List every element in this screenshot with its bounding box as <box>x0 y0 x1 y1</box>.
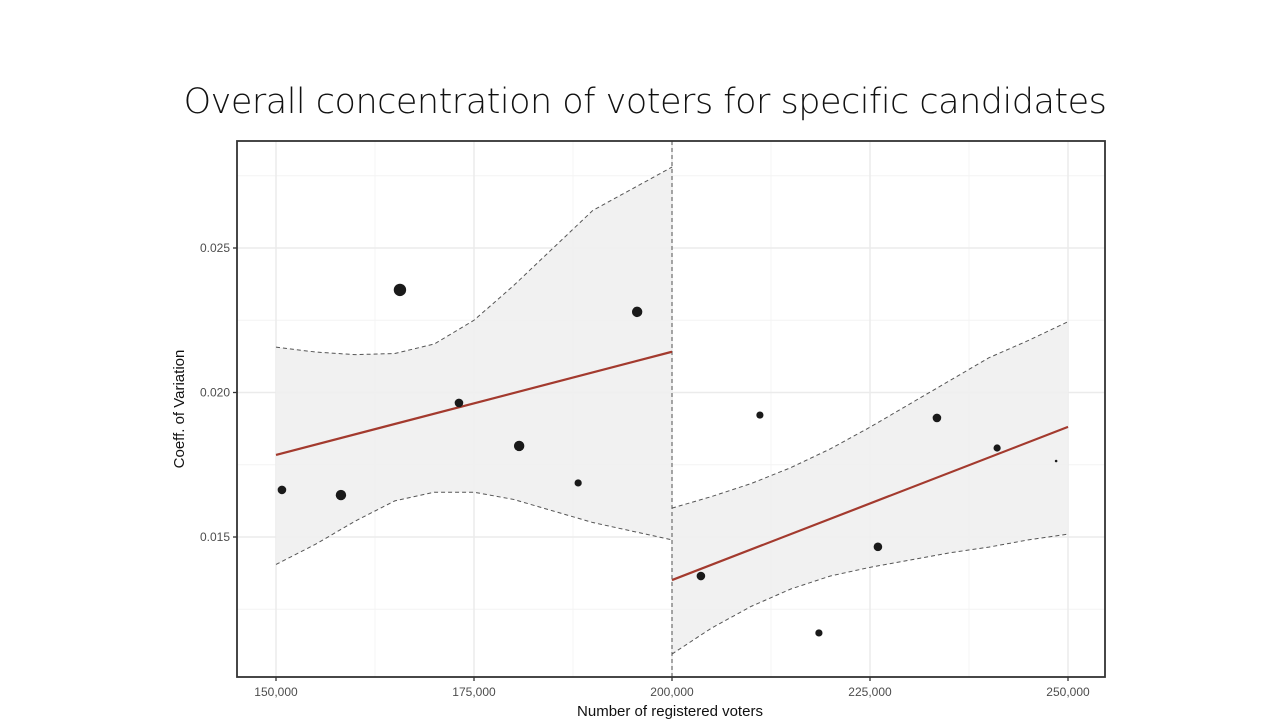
y-axis-title: Coeff. of Variation <box>171 350 188 469</box>
plot-frame <box>236 140 1106 678</box>
y-axis-ticks: 0.015 0.020 0.025 <box>200 241 237 544</box>
data-point <box>393 283 407 297</box>
fit-line <box>671 425 1069 582</box>
data-point <box>574 479 582 487</box>
ci-upper-line <box>671 321 1069 509</box>
confidence-band <box>276 167 672 565</box>
x-tick-label: 250,000 <box>1046 685 1090 699</box>
data-points <box>277 283 1058 637</box>
data-point <box>1054 459 1058 463</box>
slide-title: Overall concentration of voters for spec… <box>183 82 1107 122</box>
data-point <box>454 398 464 408</box>
ci-lower-line <box>671 533 1069 655</box>
x-tick-label: 175,000 <box>452 685 496 699</box>
data-point <box>932 413 942 423</box>
fit-line <box>275 350 673 456</box>
data-point <box>277 485 287 495</box>
data-point <box>696 571 706 581</box>
data-point <box>513 440 525 452</box>
data-point <box>335 489 347 501</box>
y-tick-label: 0.025 <box>200 241 230 255</box>
x-axis-ticks: 150,000 175,000 200,000 225,000 250,000 <box>254 677 1090 699</box>
data-point <box>993 444 1001 452</box>
x-tick-label: 150,000 <box>254 685 298 699</box>
ci-lower-line <box>275 491 673 565</box>
y-tick-label: 0.015 <box>200 530 230 544</box>
fit-lines <box>275 350 1069 582</box>
x-tick-label: 225,000 <box>848 685 892 699</box>
confidence-band <box>672 321 1068 655</box>
ci-upper-line <box>275 166 673 356</box>
data-point <box>873 542 883 552</box>
data-point <box>756 411 764 419</box>
x-axis-title: Number of registered voters <box>577 703 763 720</box>
y-tick-label: 0.020 <box>200 386 230 400</box>
data-point <box>631 306 643 318</box>
confidence-ribbons <box>275 166 1069 655</box>
data-point <box>815 629 823 637</box>
x-tick-label: 200,000 <box>650 685 694 699</box>
